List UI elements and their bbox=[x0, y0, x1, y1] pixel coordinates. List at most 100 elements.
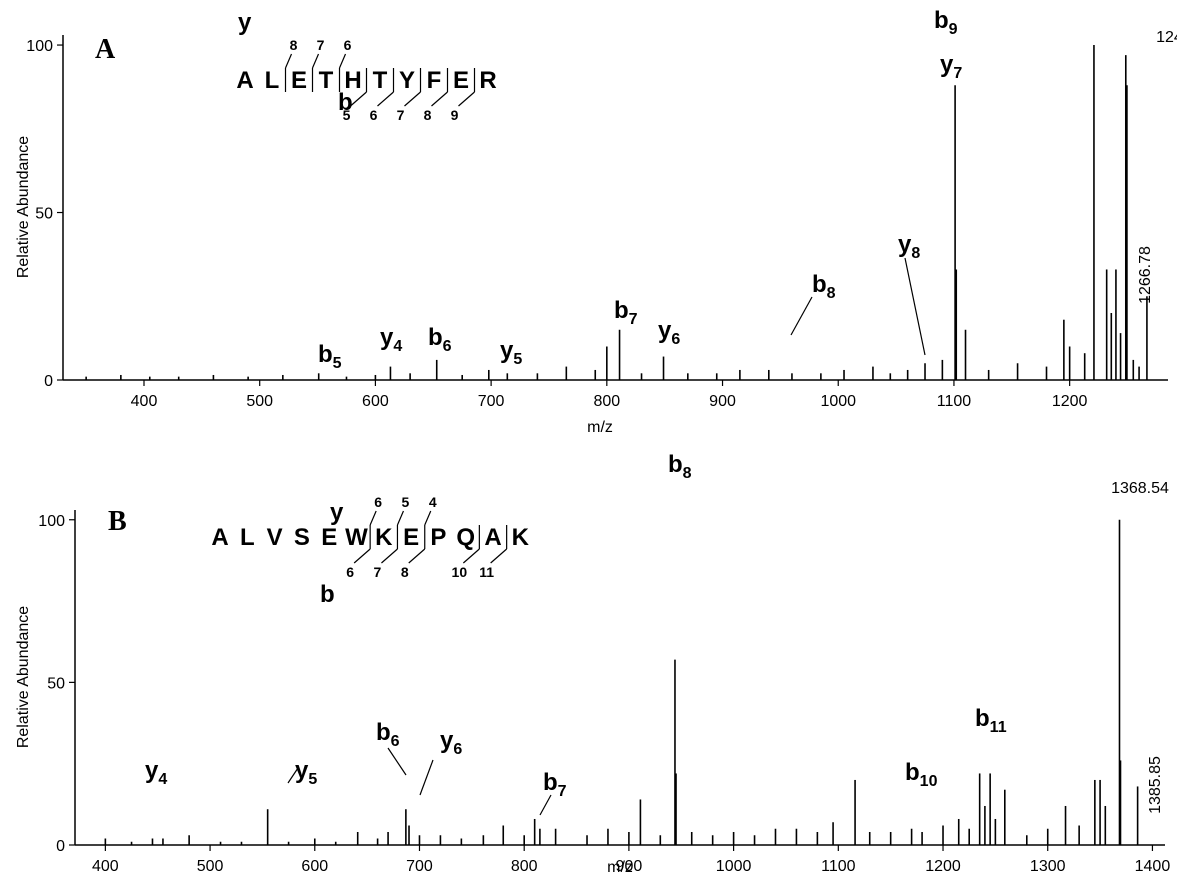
mass-label: 1368.54 bbox=[1111, 480, 1169, 497]
peak-annotation: y7 bbox=[940, 51, 962, 82]
residue: F bbox=[427, 67, 442, 94]
peak-annotation: b6 bbox=[376, 719, 400, 750]
ion-letter: b bbox=[668, 451, 683, 478]
y-axis-label: Relative Abundance bbox=[15, 136, 32, 278]
residue: K bbox=[512, 524, 530, 551]
residue: V bbox=[267, 524, 283, 551]
peak-annotation: b6 bbox=[428, 324, 452, 355]
b-ion-number: 9 bbox=[451, 107, 459, 123]
x-axis-label: m/z bbox=[607, 859, 633, 876]
x-tick-label: 400 bbox=[92, 858, 119, 875]
ion-subscript: 8 bbox=[911, 245, 920, 262]
b-cleavage-tick bbox=[350, 91, 367, 107]
ion-letter: y bbox=[898, 231, 912, 258]
leader-line bbox=[419, 759, 434, 796]
x-tick-label: 600 bbox=[301, 858, 328, 875]
ion-subscript: 5 bbox=[333, 355, 342, 372]
ion-subscript: 5 bbox=[308, 771, 317, 788]
panel-label: B bbox=[108, 506, 127, 537]
b-ion-letter: b bbox=[338, 89, 353, 116]
ion-letter: b bbox=[543, 769, 558, 796]
y-cleavage-tick bbox=[338, 53, 347, 69]
y-cleavage-tick bbox=[284, 53, 293, 69]
ion-subscript: 7 bbox=[629, 311, 638, 328]
ion-subscript: 6 bbox=[443, 338, 452, 355]
ion-subscript: 9 bbox=[949, 21, 958, 38]
y-tick-label: 0 bbox=[56, 838, 65, 855]
ion-letter: y bbox=[440, 727, 454, 754]
residue: S bbox=[294, 524, 310, 551]
y-ion-number: 6 bbox=[374, 494, 382, 510]
b-ion-number: 8 bbox=[401, 564, 409, 580]
ion-letter: y bbox=[145, 757, 159, 784]
y-ion-number: 8 bbox=[290, 37, 298, 53]
peak-annotation: b10 bbox=[905, 759, 938, 790]
residue: W bbox=[345, 524, 368, 551]
residue: L bbox=[265, 67, 280, 94]
peak-annotation: b7 bbox=[614, 297, 638, 328]
ion-subscript: 6 bbox=[391, 733, 400, 750]
x-tick-label: 900 bbox=[709, 393, 736, 410]
residue: E bbox=[403, 524, 419, 551]
x-tick-label: 1400 bbox=[1135, 858, 1171, 875]
ion-subscript: 11 bbox=[990, 719, 1007, 736]
peak-annotation: b9 bbox=[934, 7, 958, 38]
b-ion-number: 11 bbox=[479, 564, 494, 580]
residue: L bbox=[240, 524, 255, 551]
b-cleavage-tick bbox=[462, 548, 480, 564]
b-cleavage-tick bbox=[353, 548, 371, 564]
residue: K bbox=[375, 524, 393, 551]
y-ion-number: 5 bbox=[402, 494, 410, 510]
leader-line bbox=[790, 296, 813, 336]
ion-subscript: 10 bbox=[920, 773, 938, 790]
ion-letter: b bbox=[318, 341, 333, 368]
peak-annotation: b5 bbox=[318, 341, 342, 372]
ion-letter: b bbox=[934, 7, 949, 34]
ion-subscript: 6 bbox=[453, 741, 462, 758]
ion-letter: b bbox=[975, 705, 990, 732]
panel-label: A bbox=[95, 34, 116, 65]
y-cleavage-tick bbox=[424, 510, 432, 526]
y-ion-number: 7 bbox=[317, 37, 325, 53]
mass-label: 1248.52 bbox=[1156, 29, 1177, 46]
leader-line bbox=[904, 257, 926, 356]
ion-letter: b bbox=[812, 271, 827, 298]
peak-annotation: b11 bbox=[975, 705, 1007, 736]
residue: A bbox=[211, 524, 228, 551]
ion-letter: b bbox=[614, 297, 629, 324]
peak-annotation: y5 bbox=[295, 757, 317, 788]
b-cleavage-tick bbox=[490, 548, 508, 564]
x-tick-label: 600 bbox=[362, 393, 389, 410]
b-cleavage-tick bbox=[377, 91, 394, 107]
y-tick-label: 100 bbox=[38, 513, 65, 530]
x-tick-label: 500 bbox=[246, 393, 273, 410]
x-tick-label: 1000 bbox=[716, 858, 752, 875]
y-tick-label: 50 bbox=[47, 675, 65, 692]
x-tick-label: 900 bbox=[616, 858, 643, 875]
residue: Q bbox=[456, 524, 475, 551]
b-cleavage-tick bbox=[431, 91, 448, 107]
ion-subscript: 4 bbox=[393, 338, 402, 355]
x-tick-label: 1100 bbox=[821, 858, 856, 875]
peak-annotation: y4 bbox=[380, 324, 402, 355]
b-ion-number: 6 bbox=[346, 564, 354, 580]
x-tick-label: 1200 bbox=[1052, 393, 1088, 410]
peak-annotation: y6 bbox=[440, 727, 462, 758]
y-tick-label: 50 bbox=[35, 206, 53, 223]
y-ion-number: 4 bbox=[429, 494, 437, 510]
x-tick-label: 1100 bbox=[937, 393, 972, 410]
ion-subscript: 7 bbox=[953, 65, 962, 82]
peak-annotation: b8 bbox=[812, 271, 836, 302]
x-tick-label: 800 bbox=[593, 393, 620, 410]
ion-letter: y bbox=[380, 324, 394, 351]
x-tick-label: 400 bbox=[131, 393, 158, 410]
peak-annotation: y4 bbox=[145, 757, 167, 788]
x-tick-label: 700 bbox=[406, 858, 433, 875]
ion-letter: b bbox=[428, 324, 443, 351]
residue: R bbox=[479, 67, 496, 94]
ion-subscript: 8 bbox=[683, 465, 692, 482]
b-ion-number: 7 bbox=[374, 564, 382, 580]
y-ion-number: 6 bbox=[344, 37, 352, 53]
y-cleavage-tick bbox=[396, 510, 405, 526]
